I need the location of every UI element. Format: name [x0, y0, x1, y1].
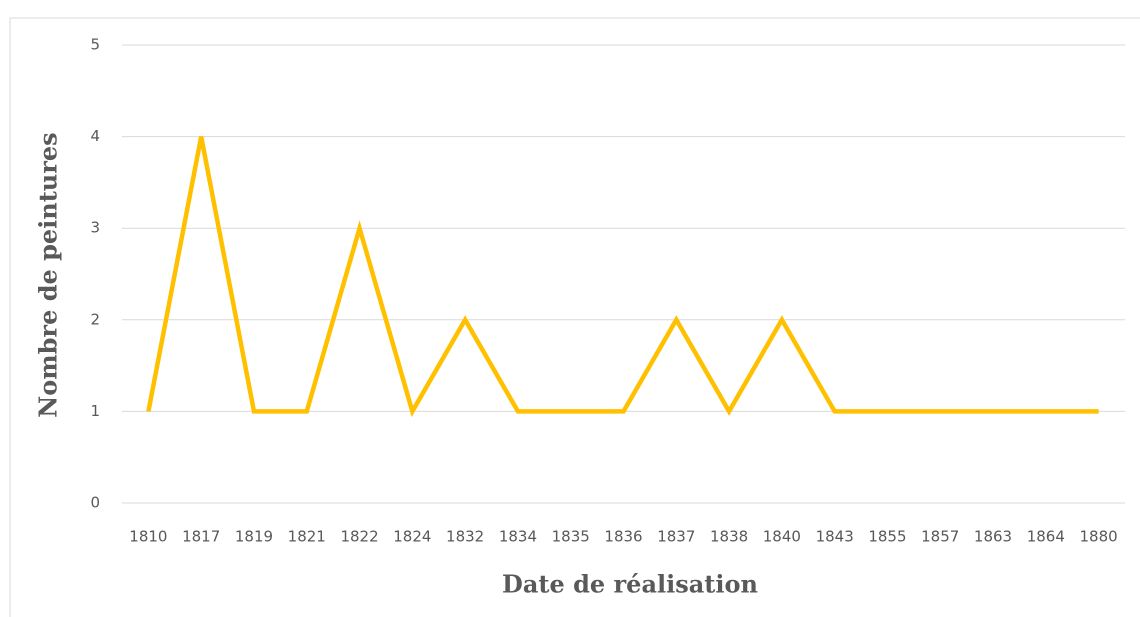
x-tick-label: 1855 — [868, 528, 906, 546]
x-axis-title: Date de réalisation — [502, 570, 758, 599]
y-tick-label: 2 — [90, 310, 100, 328]
x-tick-label: 1817 — [182, 528, 220, 546]
x-tick-label: 1834 — [499, 528, 537, 546]
x-tick-label: 1810 — [129, 528, 167, 546]
x-tick-label: 1836 — [604, 528, 642, 546]
y-tick-label: 4 — [90, 127, 100, 145]
x-tick-label: 1832 — [446, 528, 484, 546]
x-tick-label: 1863 — [974, 528, 1012, 546]
x-tick-label: 1822 — [340, 528, 378, 546]
x-tick-label: 1864 — [1027, 528, 1065, 546]
x-tick-label: 1838 — [710, 528, 748, 546]
x-tick-label: 1819 — [235, 528, 273, 546]
y-tick-label: 0 — [90, 494, 100, 512]
y-tick-label: 5 — [90, 36, 100, 54]
x-tick-label: 1880 — [1080, 528, 1118, 546]
x-tick-label: 1843 — [816, 528, 854, 546]
x-tick-label: 1837 — [657, 528, 695, 546]
x-tick-label: 1821 — [288, 528, 326, 546]
y-axis-title: Nombre de peintures — [34, 132, 63, 417]
x-tick-label: 1840 — [763, 528, 801, 546]
x-tick-label: 1857 — [921, 528, 959, 546]
chart-frame — [9, 17, 1140, 617]
y-tick-label: 3 — [90, 219, 100, 237]
x-tick-label: 1835 — [552, 528, 590, 546]
x-tick-label: 1824 — [393, 528, 431, 546]
data-line — [146, 136, 1099, 418]
y-tick-label: 1 — [90, 402, 100, 420]
